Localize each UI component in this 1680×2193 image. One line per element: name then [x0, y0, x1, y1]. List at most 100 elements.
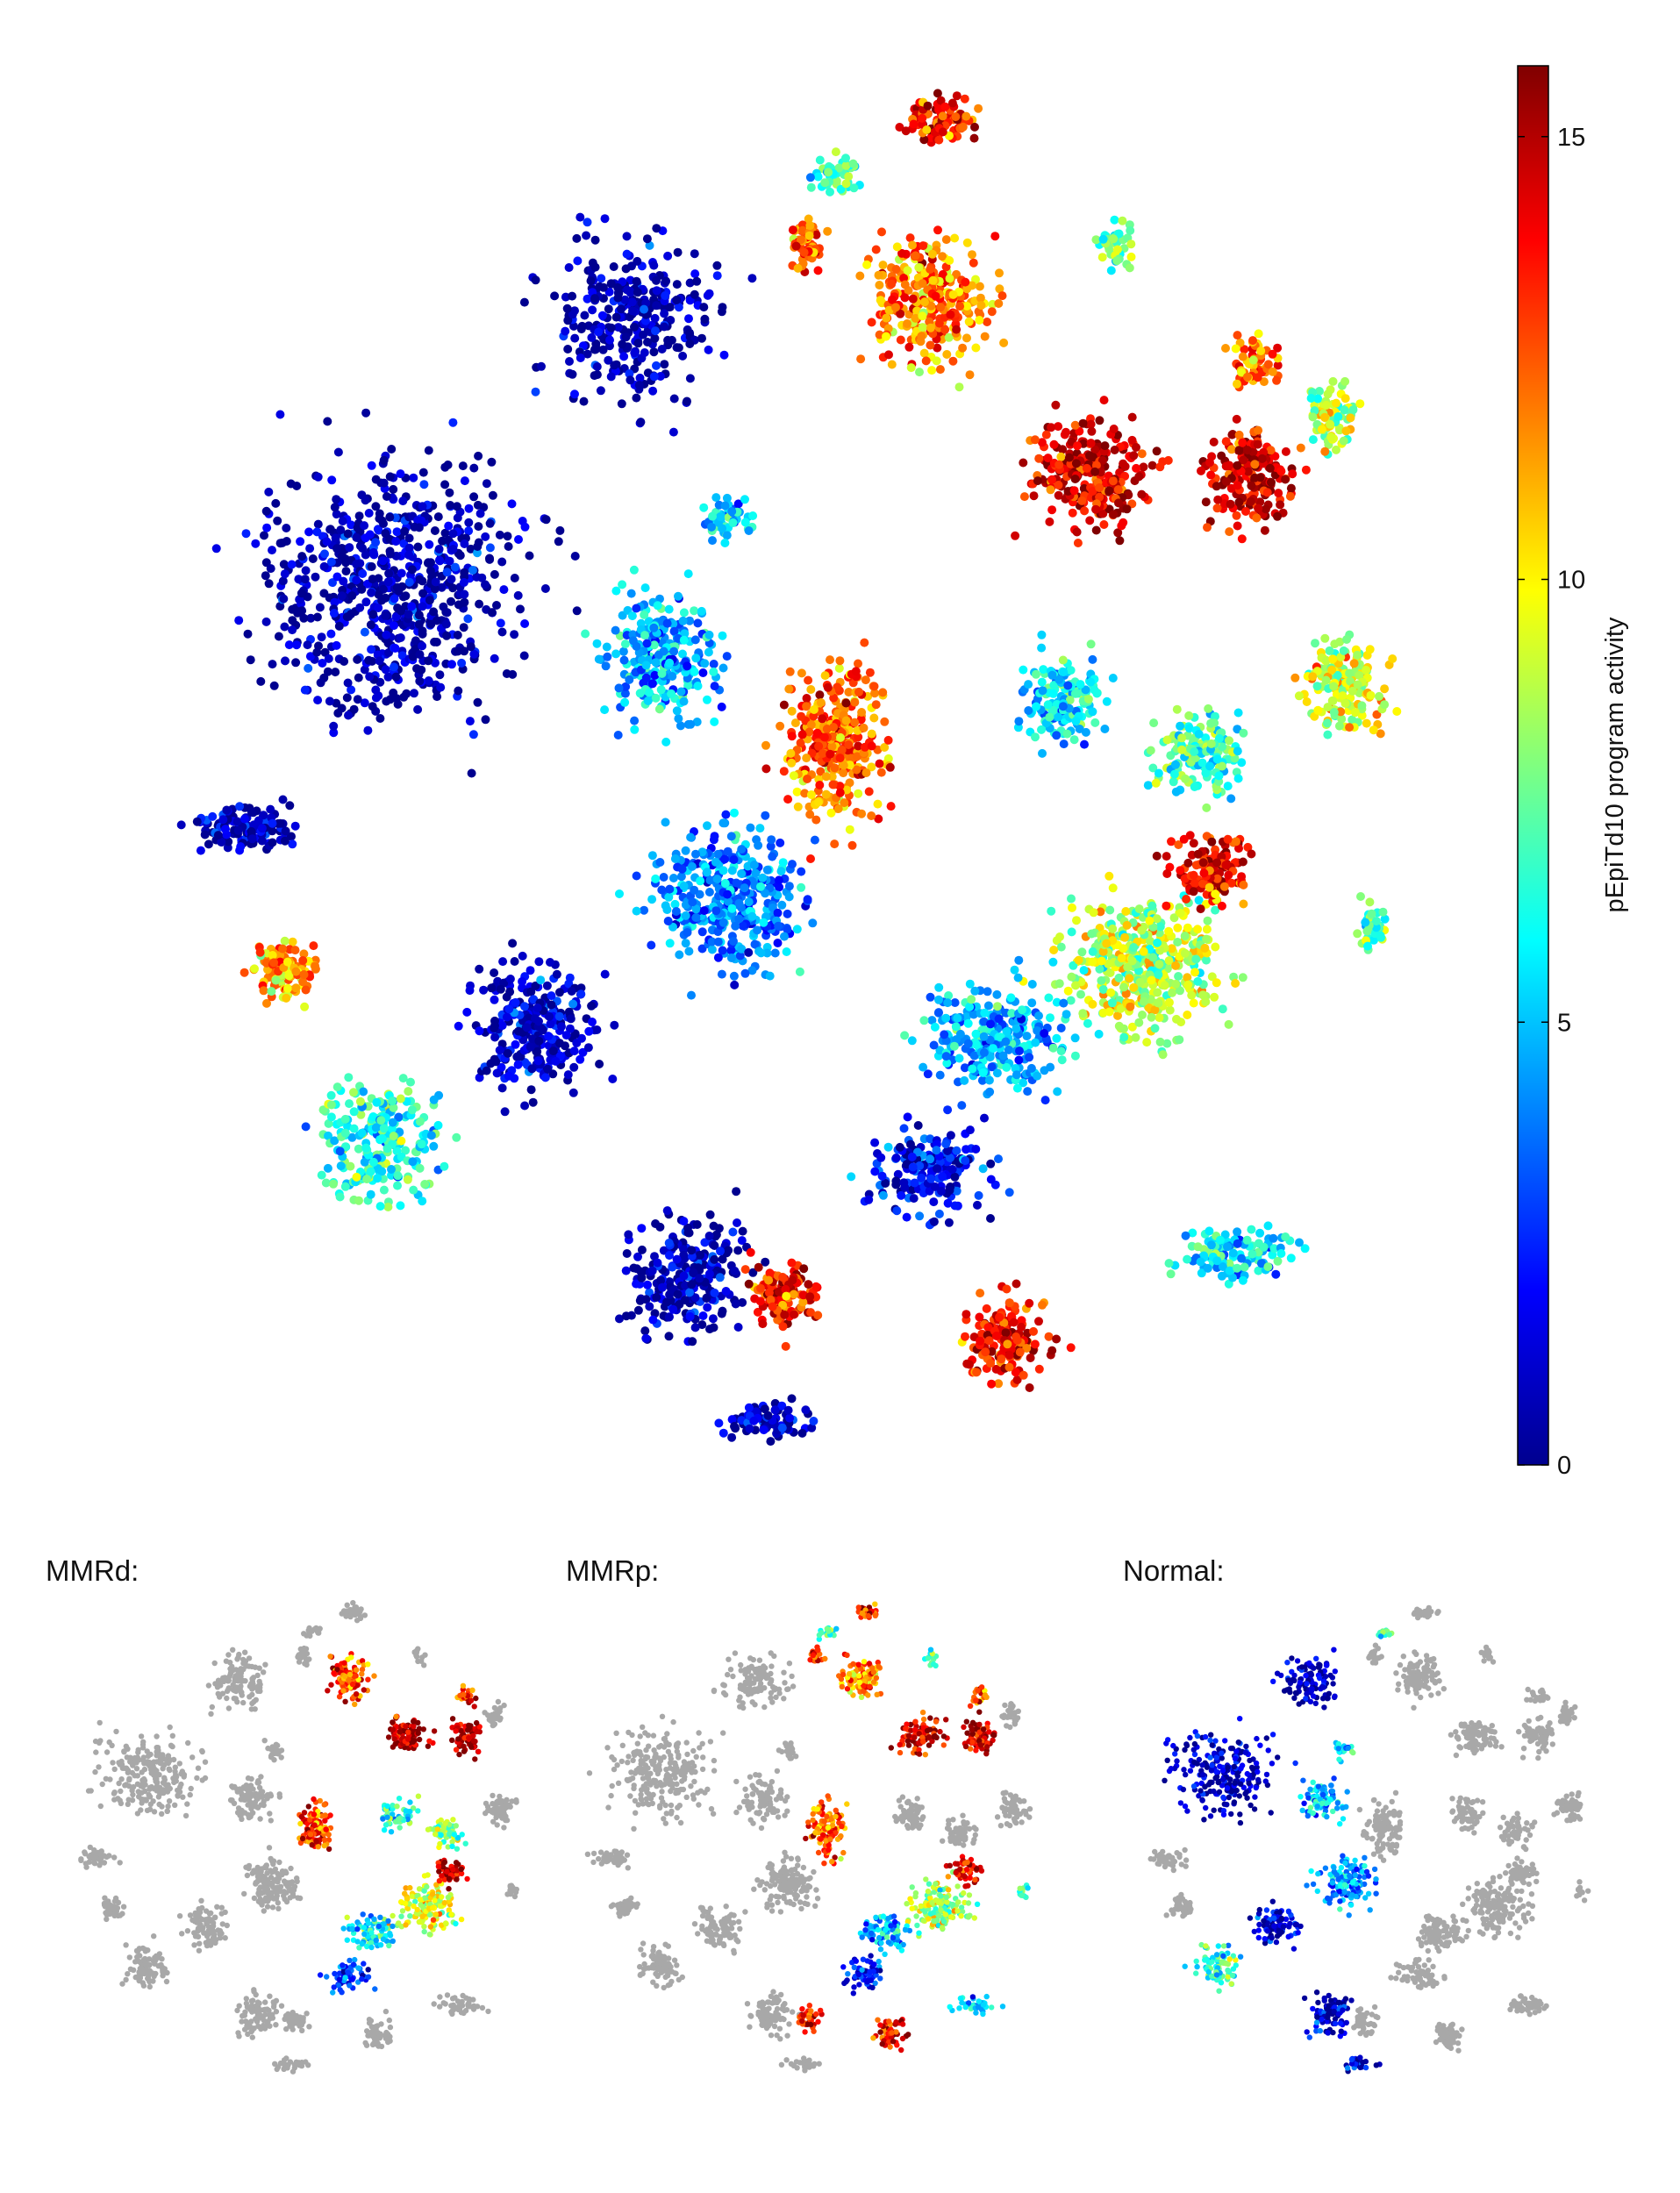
scatter-point [548, 1046, 558, 1056]
scatter-point [1086, 677, 1096, 687]
scatter-point [700, 1238, 710, 1247]
scatter-point [440, 528, 450, 538]
scatter-point [374, 589, 383, 599]
scatter-point [1276, 500, 1285, 510]
scatter-point [308, 554, 318, 563]
scatter-point [311, 572, 320, 582]
scatter-point [788, 860, 797, 869]
scatter-point [597, 274, 606, 283]
scatter-point [280, 569, 290, 579]
scatter-point [327, 475, 337, 485]
scatter-point [266, 804, 275, 814]
scatter-point [816, 698, 826, 707]
scatter-point [1205, 458, 1214, 468]
scatter-point [533, 1056, 543, 1066]
scatter-point [319, 561, 329, 571]
scatter-point [541, 515, 551, 525]
scatter-point [453, 513, 462, 523]
scatter-point [669, 646, 679, 656]
scatter-point [332, 544, 341, 554]
scatter-point [280, 836, 290, 846]
scatter-point [690, 885, 699, 895]
scatter-point [749, 861, 759, 869]
scatter-point [839, 761, 848, 770]
scatter-point [1362, 665, 1371, 675]
scatter-point [1339, 646, 1348, 655]
scatter-point [664, 892, 674, 902]
scatter-point [1090, 467, 1100, 476]
scatter-point [826, 749, 835, 759]
scatter-point [464, 504, 474, 513]
scatter-point [903, 266, 912, 275]
scatter-point [1079, 966, 1089, 975]
scatter-point [1176, 909, 1185, 918]
scatter-point [684, 314, 693, 324]
scatter-point [1059, 668, 1069, 677]
scatter-point [806, 720, 816, 730]
scatter-point [296, 537, 305, 546]
scatter-point [1380, 700, 1390, 710]
scatter-point [685, 339, 695, 348]
scatter-point [588, 305, 597, 315]
scatter-point [1263, 360, 1273, 369]
scatter-point [704, 1232, 714, 1240]
scatter-point [268, 818, 277, 828]
scatter-point [469, 463, 479, 473]
scatter-point [1052, 1033, 1062, 1043]
scatter-point [241, 529, 251, 539]
scatter-point [637, 1273, 647, 1282]
scatter-point [911, 251, 920, 261]
scatter-point [492, 601, 501, 610]
scatter-point [1200, 943, 1210, 953]
scatter-point [850, 718, 860, 727]
scatter-point [686, 832, 696, 842]
scatter-point [1209, 437, 1219, 446]
scatter-point [268, 546, 276, 555]
scatter-point [1022, 1032, 1032, 1041]
scatter-point [1129, 982, 1139, 992]
scatter-point [1032, 702, 1041, 711]
scatter-point [645, 1302, 654, 1311]
scatter-point [367, 645, 376, 654]
scatter-point [839, 768, 848, 778]
scatter-point [592, 370, 602, 380]
scatter-point [729, 971, 739, 981]
scatter-point [687, 861, 697, 871]
scatter-point [1070, 475, 1080, 483]
scatter-point [365, 672, 375, 682]
scatter-point [746, 823, 755, 832]
scatter-point [278, 576, 288, 586]
scatter-point [1132, 443, 1140, 452]
scatter-point [1047, 423, 1056, 432]
scatter-point [803, 775, 812, 783]
scatter-point [723, 846, 733, 856]
scatter-point [1214, 771, 1224, 781]
scatter-point [266, 564, 275, 574]
scatter-point [685, 1311, 695, 1321]
scatter-point [565, 1024, 575, 1033]
scatter-point [611, 586, 621, 596]
scatter-point [639, 330, 648, 339]
scatter-point [716, 1247, 725, 1256]
scatter-point [747, 274, 757, 283]
scatter-point [661, 737, 671, 746]
scatter-point [683, 661, 692, 671]
scatter-point [853, 752, 862, 761]
scatter-point [460, 646, 469, 656]
scatter-point [1326, 432, 1336, 441]
scatter-point [726, 954, 736, 962]
scatter-point [679, 1250, 689, 1260]
scatter-point [671, 907, 681, 916]
scatter-point [1148, 953, 1158, 962]
scatter-point [632, 641, 641, 651]
scatter-point [759, 918, 769, 927]
scatter-point [583, 294, 592, 304]
scatter-point [971, 343, 981, 353]
scatter-point [995, 268, 1004, 278]
scatter-point [390, 621, 398, 631]
scatter-point [1072, 916, 1081, 925]
scatter-point [271, 498, 281, 508]
scatter-point [1247, 481, 1256, 490]
scatter-point [622, 249, 632, 259]
scatter-point [575, 354, 585, 362]
